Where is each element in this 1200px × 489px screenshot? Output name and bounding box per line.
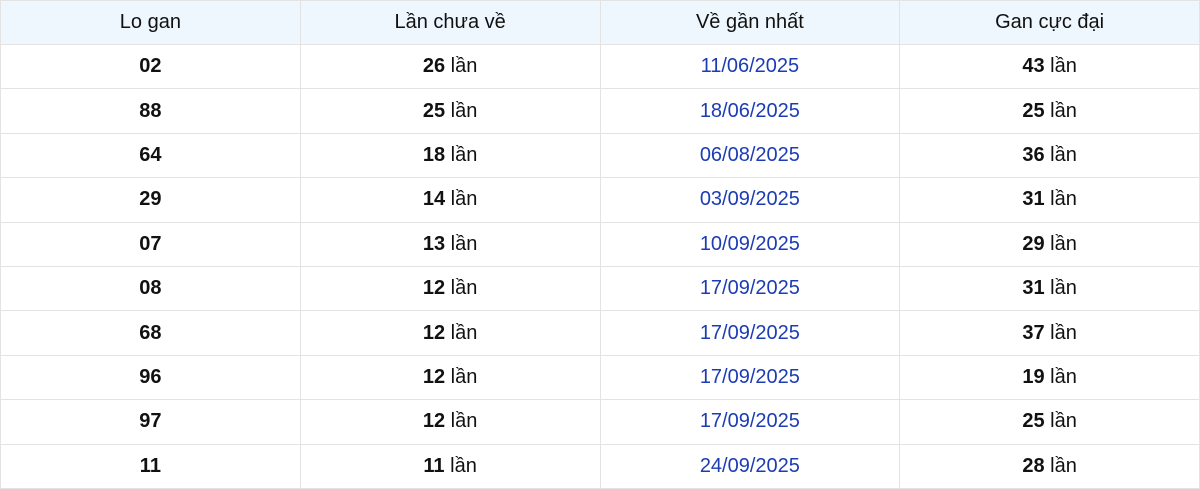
missed-count: 11 lần bbox=[299, 443, 601, 489]
missed-count: 14 lần bbox=[299, 177, 601, 223]
table-row: 29 14 lần 03/09/2025 31 lần bbox=[0, 177, 1200, 223]
last-seen-date: 18/06/2025 bbox=[599, 88, 901, 134]
table-row: 64 18 lần 06/08/2025 36 lần bbox=[0, 132, 1200, 179]
max-gap: 37 lần bbox=[899, 310, 1200, 356]
missed-count: 12 lần bbox=[299, 399, 601, 445]
max-gap: 28 lần bbox=[899, 443, 1200, 489]
max-gap: 43 lần bbox=[899, 43, 1200, 90]
lo-number: 96 bbox=[0, 354, 301, 401]
lo-number: 88 bbox=[0, 88, 301, 134]
table-row: 68 12 lần 17/09/2025 37 lần bbox=[0, 310, 1200, 356]
max-gap: 25 lần bbox=[899, 88, 1200, 134]
max-gap: 31 lần bbox=[899, 177, 1200, 223]
table-row: 88 25 lần 18/06/2025 25 lần bbox=[0, 88, 1200, 134]
lo-number: 02 bbox=[0, 43, 301, 90]
lo-number: 97 bbox=[0, 399, 301, 445]
last-seen-date: 06/08/2025 bbox=[599, 132, 901, 179]
lo-number: 64 bbox=[0, 132, 301, 179]
table-row: 97 12 lần 17/09/2025 25 lần bbox=[0, 399, 1200, 445]
header-max-gap: Gan cực đại bbox=[899, 0, 1200, 45]
max-gap: 36 lần bbox=[899, 132, 1200, 179]
lo-number: 68 bbox=[0, 310, 301, 356]
missed-count: 12 lần bbox=[299, 354, 601, 401]
last-seen-date: 17/09/2025 bbox=[599, 310, 901, 356]
missed-count: 18 lần bbox=[299, 132, 601, 179]
last-seen-date: 03/09/2025 bbox=[599, 177, 901, 223]
header-missed: Lần chưa về bbox=[299, 0, 601, 45]
table-row: 07 13 lần 10/09/2025 29 lần bbox=[0, 221, 1200, 267]
lo-number: 11 bbox=[0, 443, 301, 489]
last-seen-date: 17/09/2025 bbox=[599, 265, 901, 312]
lo-number: 29 bbox=[0, 177, 301, 223]
table-row: 11 11 lần 24/09/2025 28 lần bbox=[0, 443, 1200, 489]
max-gap: 19 lần bbox=[899, 354, 1200, 401]
max-gap: 29 lần bbox=[899, 221, 1200, 267]
last-seen-date: 17/09/2025 bbox=[599, 354, 901, 401]
table-row: 96 12 lần 17/09/2025 19 lần bbox=[0, 354, 1200, 401]
max-gap: 31 lần bbox=[899, 265, 1200, 312]
missed-count: 25 lần bbox=[299, 88, 601, 134]
max-gap: 25 lần bbox=[899, 399, 1200, 445]
lo-number: 08 bbox=[0, 265, 301, 312]
last-seen-date: 17/09/2025 bbox=[599, 399, 901, 445]
table-row: 08 12 lần 17/09/2025 31 lần bbox=[0, 265, 1200, 312]
last-seen-date: 10/09/2025 bbox=[599, 221, 901, 267]
missed-count: 12 lần bbox=[299, 310, 601, 356]
header-last-seen: Về gần nhất bbox=[599, 0, 901, 45]
missed-count: 26 lần bbox=[299, 43, 601, 90]
missed-count: 12 lần bbox=[299, 265, 601, 312]
lo-number: 07 bbox=[0, 221, 301, 267]
header-lo-gan: Lo gan bbox=[0, 0, 301, 45]
last-seen-date: 11/06/2025 bbox=[599, 43, 901, 90]
missed-count: 13 lần bbox=[299, 221, 601, 267]
table-row: 02 26 lần 11/06/2025 43 lần bbox=[0, 43, 1200, 90]
last-seen-date: 24/09/2025 bbox=[599, 443, 901, 489]
header-row: Lo gan Lần chưa về Về gần nhất Gan cực đ… bbox=[0, 0, 1200, 45]
